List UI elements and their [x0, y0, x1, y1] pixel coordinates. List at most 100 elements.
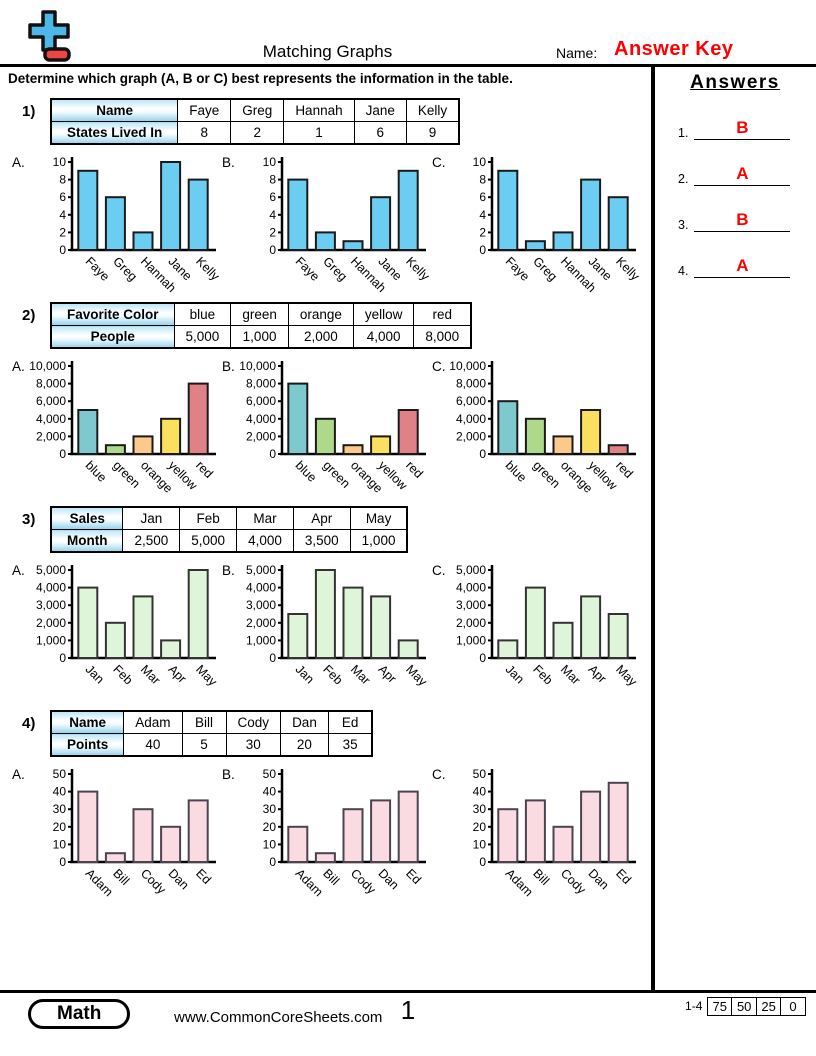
answer-item: 2. A [678, 164, 810, 186]
svg-text:10: 10 [53, 837, 67, 851]
chart-option-label: A. [12, 563, 25, 578]
score-box: 0 [780, 997, 806, 1016]
table-row-wrap: 4) Name Adam Bill Cody Dan Ed Points 40 … [22, 710, 652, 757]
chart-option-label: C. [432, 359, 446, 374]
svg-text:Ed: Ed [193, 866, 214, 887]
svg-text:4,000: 4,000 [246, 581, 276, 595]
answer-number: 4. [678, 264, 689, 278]
table-row: Favorite Color blue green orange yellow … [50, 302, 472, 326]
problem-2: 2) Favorite Color blue green orange yell… [0, 302, 652, 500]
table-row-header-cell: Name [50, 710, 125, 734]
svg-text:May: May [403, 662, 430, 689]
chart-option-b: B. 0 2 4 6 8 10 Faye Greg Hannah Jane Kelly [222, 150, 433, 296]
score-cells: 75 50 25 0 [706, 997, 806, 1016]
svg-text:8,000: 8,000 [456, 377, 486, 391]
svg-text:8: 8 [269, 173, 276, 187]
table-value-cell: Jan [122, 506, 181, 530]
svg-text:6,000: 6,000 [36, 394, 66, 408]
table-value-cell: 9 [405, 121, 460, 145]
svg-text:Mar: Mar [138, 662, 163, 687]
table-row: Month 2,500 5,000 4,000 3,500 1,000 [50, 529, 408, 553]
svg-text:2,000: 2,000 [36, 429, 66, 443]
svg-text:1,000: 1,000 [246, 633, 276, 647]
table-value-cell: 2,000 [287, 325, 354, 349]
table-row: Name Adam Bill Cody Dan Ed [50, 710, 373, 734]
svg-text:2,000: 2,000 [36, 616, 66, 630]
charts-row: A. 0 2,000 4,000 6,000 8,000 10,000 blue green o… [12, 354, 652, 500]
bar-chart: 0 2,000 4,000 6,000 8,000 10,000 blue green oran… [446, 354, 642, 500]
problem-number: 3) [22, 511, 36, 528]
footer-website: www.CommonCoreSheets.com [174, 1009, 383, 1026]
chart-option-c: C. 0 2 4 6 8 10 Faye Greg Hannah Jane Kelly [432, 150, 643, 296]
svg-text:Kelly: Kelly [193, 254, 223, 284]
svg-text:May: May [613, 662, 640, 689]
answers-title: Answers [690, 72, 780, 93]
svg-text:6,000: 6,000 [246, 394, 276, 408]
svg-text:10,000: 10,000 [239, 359, 276, 373]
answer-number: 1. [678, 126, 689, 140]
svg-text:4,000: 4,000 [456, 581, 486, 595]
bar-chart: 0 1,000 2,000 3,000 4,000 5,000 Jan Feb Mar Apr Ma… [26, 558, 222, 704]
table-value-cell: 40 [123, 733, 183, 757]
bar-chart: 0 2,000 4,000 6,000 8,000 10,000 blue green oran… [26, 354, 222, 500]
table-value-cell: Greg [230, 98, 285, 122]
svg-text:50: 50 [53, 767, 67, 781]
svg-text:Greg: Greg [530, 254, 560, 284]
svg-text:Bill: Bill [110, 866, 132, 888]
answer-number: 3. [678, 218, 689, 232]
svg-text:Jan: Jan [293, 662, 317, 686]
header-divider-line [0, 64, 816, 67]
svg-text:10: 10 [473, 155, 487, 169]
table-value-cell: 1 [283, 121, 355, 145]
svg-text:1,000: 1,000 [36, 633, 66, 647]
svg-text:blue: blue [83, 458, 110, 485]
table-row-wrap: 1) Name Faye Greg Hannah Jane Kelly Stat… [22, 98, 652, 145]
svg-text:0: 0 [479, 447, 486, 461]
svg-text:Cody: Cody [558, 866, 589, 897]
problem-number: 2) [22, 307, 36, 324]
data-table: Name Adam Bill Cody Dan Ed Points 40 5 3… [50, 710, 374, 757]
problem-number: 4) [22, 715, 36, 732]
chart-option-label: C. [432, 563, 446, 578]
chart-option-label: B. [222, 563, 235, 578]
table-value-cell: 30 [225, 733, 282, 757]
svg-text:Ed: Ed [403, 866, 424, 887]
answer-item: 4. A [678, 256, 810, 278]
table-row-header-cell: Favorite Color [50, 302, 175, 326]
svg-text:Jan: Jan [83, 662, 107, 686]
table-row-header-cell: People [50, 325, 175, 349]
svg-text:10,000: 10,000 [29, 359, 66, 373]
svg-text:4: 4 [269, 208, 276, 222]
svg-text:6: 6 [479, 190, 486, 204]
problem-number: 1) [22, 103, 36, 120]
table-row: Name Faye Greg Hannah Jane Kelly [50, 98, 460, 122]
table-row-header-cell: Points [50, 733, 125, 757]
svg-text:0: 0 [269, 243, 276, 257]
table-row: States Lived In 8 2 1 6 9 [50, 121, 460, 145]
score-area: 1-4 75 50 25 0 [685, 997, 806, 1016]
svg-text:Bill: Bill [530, 866, 552, 888]
chart-option-a: A. 0 2,000 4,000 6,000 8,000 10,000 blue green o… [12, 354, 222, 500]
table-value-cell: Hannah [283, 98, 355, 122]
table-row-header-cell: Month [50, 529, 124, 553]
bar-chart: 0 2,000 4,000 6,000 8,000 10,000 blue green oran… [236, 354, 432, 500]
plus-minus-logo-icon [26, 8, 72, 69]
table-value-cell: Mar [236, 506, 294, 530]
table-value-cell: 5,000 [179, 529, 238, 553]
svg-text:40: 40 [473, 785, 487, 799]
svg-text:Feb: Feb [110, 662, 135, 687]
svg-text:5,000: 5,000 [246, 563, 276, 577]
svg-text:4,000: 4,000 [246, 412, 276, 426]
table-value-cell: Kelly [405, 98, 460, 122]
answer-value: B [694, 118, 791, 140]
table-value-cell: Dan [280, 710, 329, 734]
chart-option-a: A. 0 1,000 2,000 3,000 4,000 5,000 Jan Feb Mar Ap… [12, 558, 222, 704]
score-box: 75 [706, 997, 733, 1016]
chart-option-label: C. [432, 155, 446, 170]
answers-divider [651, 67, 655, 990]
svg-text:Greg: Greg [320, 254, 350, 284]
svg-text:green: green [320, 458, 353, 491]
bar-chart: 0 1,000 2,000 3,000 4,000 5,000 Jan Feb Mar Apr Ma… [236, 558, 432, 704]
svg-text:4: 4 [59, 208, 66, 222]
